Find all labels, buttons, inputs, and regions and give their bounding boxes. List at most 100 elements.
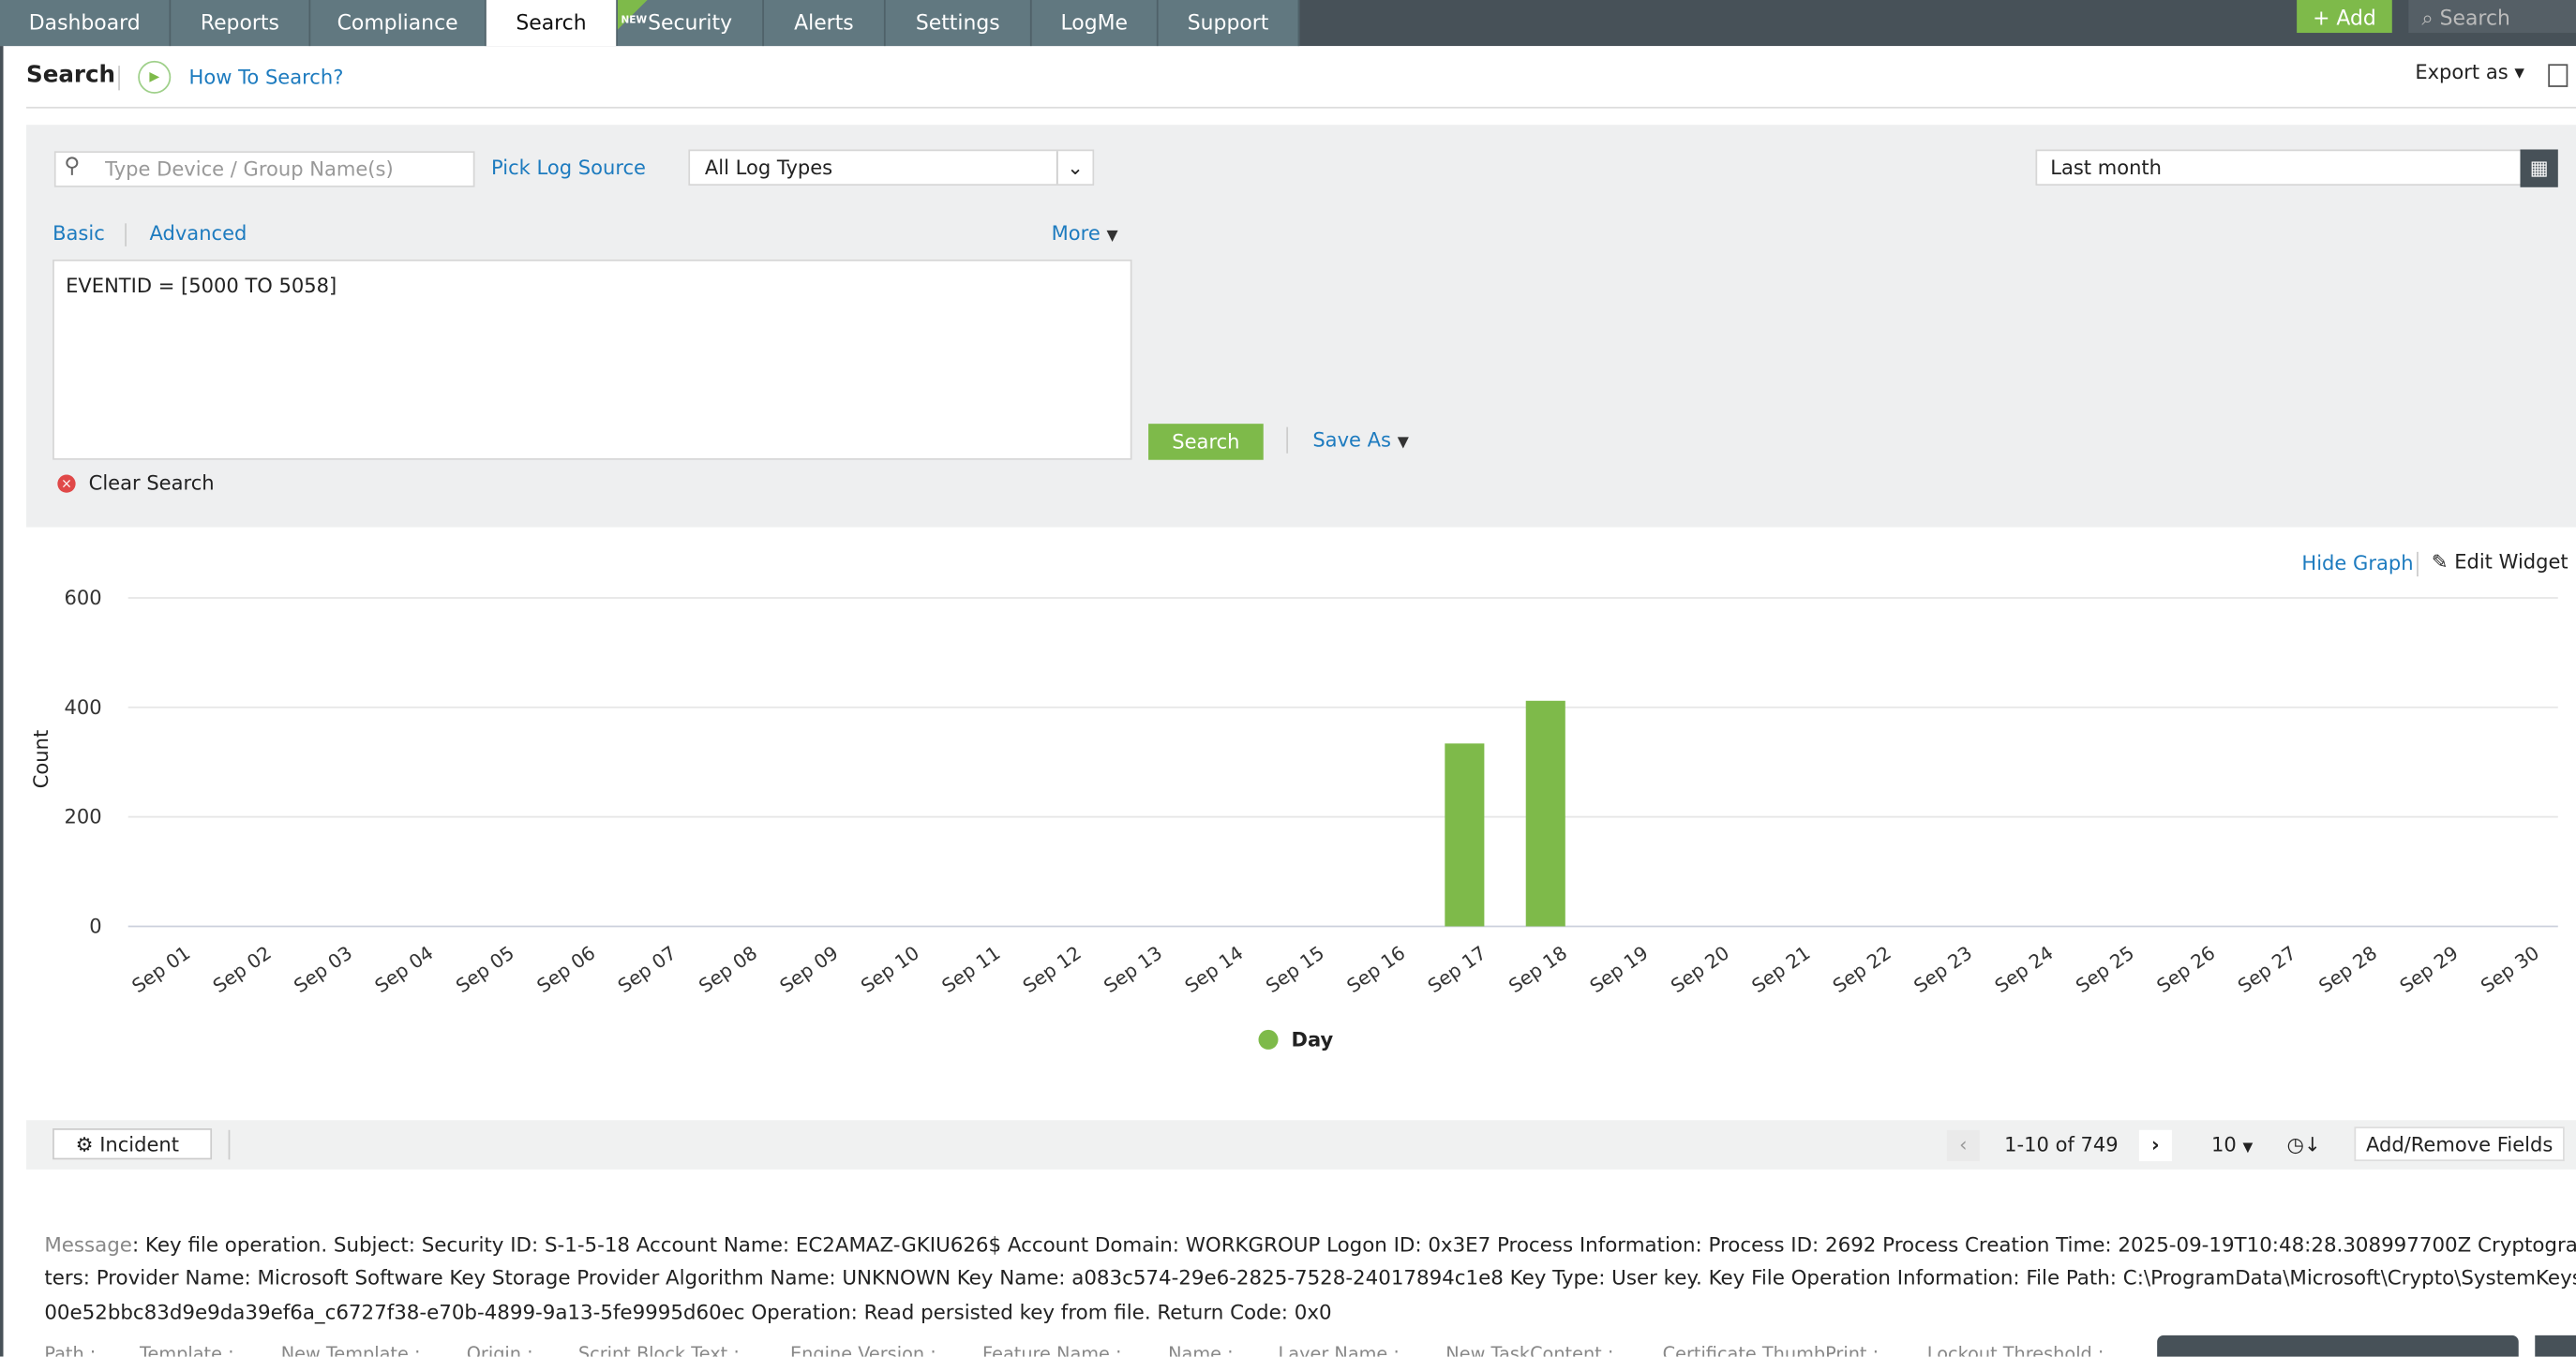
divider [228, 1129, 231, 1160]
save-as-dropdown[interactable]: Save As ▼ [1312, 428, 1409, 452]
export-as-button[interactable]: Export as ▾ [2415, 60, 2524, 84]
event-count-chart: 0 200 400 600 Sep 01 Sep 02 Sep 03 Sep 04 Sep 05… [65, 586, 2558, 997]
new-badge-label: NEW [621, 14, 648, 27]
x-tick-label: Sep 18 [1505, 941, 1571, 997]
tab-label: Compliance [337, 9, 458, 35]
column-header[interactable]: Lockout Threshold : [1926, 1343, 2104, 1357]
x-tick-label: Sep 21 [1747, 941, 1814, 997]
results-toolbar [26, 1120, 2576, 1170]
clear-search-link[interactable]: Clear Search [88, 470, 215, 495]
next-page-button[interactable]: › [2138, 1129, 2172, 1162]
column-header[interactable]: New TaskContent : [1445, 1343, 1614, 1357]
tab-security[interactable]: Security NEW [617, 0, 764, 47]
x-tick-label: Sep 20 [1667, 941, 1733, 997]
sort-time-icon[interactable]: ◷↓ [2286, 1133, 2321, 1156]
edit-widget-label: Edit Widget [2454, 550, 2569, 574]
divider [1286, 426, 1289, 454]
prev-page-button[interactable]: ‹ [1946, 1129, 1980, 1162]
more-label: More [1051, 221, 1101, 246]
y-tick-label: 200 [65, 805, 102, 828]
tab-advanced[interactable]: Advanced [149, 221, 247, 246]
x-tick-label: Sep 10 [857, 941, 923, 997]
column-header[interactable]: New Template : [280, 1343, 421, 1357]
x-tick-label: Sep 12 [1019, 941, 1086, 997]
incident-icon: ⚙ [75, 1133, 94, 1156]
device-placeholder: Type Device / Group Name(s) [105, 157, 394, 181]
y-tick-label: 600 [65, 586, 102, 609]
column-header[interactable]: Certificate ThumbPrint : [1662, 1343, 1880, 1357]
add-label: Add [2336, 5, 2376, 30]
search-button[interactable]: Search [1148, 424, 1264, 460]
add-button[interactable]: + Add [2297, 0, 2392, 34]
message-line: ters: Provider Name: Microsoft Software … [44, 1266, 2576, 1290]
save-as-label: Save As [1312, 428, 1391, 452]
x-tick-label: Sep 05 [452, 941, 518, 997]
x-tick-label: Sep 04 [370, 941, 437, 997]
tab-compliance[interactable]: Compliance [310, 0, 487, 47]
x-tick-label: Sep 25 [2072, 941, 2138, 997]
tab-reports[interactable]: Reports [171, 0, 311, 47]
x-tick-label: Sep 24 [1990, 941, 2057, 997]
tab-alerts[interactable]: Alerts [763, 0, 886, 47]
column-header[interactable]: Script Block Text : [577, 1343, 740, 1357]
incident-workbench-widget[interactable] [2157, 1335, 2519, 1357]
chevron-down-icon: ⌄ [1056, 151, 1093, 185]
query-text: EVENTID = [5000 TO 5058] [66, 274, 337, 298]
tab-search[interactable]: Search [486, 0, 618, 47]
incident-label: Incident [99, 1133, 180, 1156]
tab-support[interactable]: Support [1158, 0, 1300, 47]
schedule-report-icon[interactable] [2548, 64, 2569, 87]
tab-label: Search [516, 9, 587, 35]
header-divider [26, 106, 2576, 109]
log-type-select[interactable]: All Log Types ⌄ [688, 149, 1095, 186]
top-nav: Dashboard Reports Compliance Search Security… [0, 0, 2576, 47]
per-page-select[interactable]: 10 ▼ [2210, 1133, 2254, 1156]
x-tick-label: Sep 30 [2477, 941, 2543, 997]
global-search-placeholder: Search [2439, 5, 2510, 30]
message-text: : Key file operation. Subject: Security … [131, 1233, 2576, 1257]
column-header[interactable]: Template : [139, 1343, 234, 1357]
x-tick-label: Sep 27 [2234, 941, 2300, 997]
widget-toggle[interactable] [2535, 1335, 2576, 1357]
tab-logme[interactable]: LogMe [1031, 0, 1159, 47]
legend-day[interactable]: Day [1291, 1028, 1334, 1051]
tab-label: Settings [915, 9, 1000, 35]
column-header[interactable]: Origin : [466, 1343, 533, 1357]
add-remove-fields-button[interactable]: Add/Remove Fields [2354, 1126, 2565, 1162]
column-header[interactable]: Layer Name : [1278, 1343, 1400, 1357]
x-tick-label: Sep 22 [1829, 941, 1895, 997]
column-header[interactable]: Name : [1168, 1343, 1234, 1357]
x-tick-label: Sep 01 [127, 941, 194, 997]
search-icon: ⌕ [2421, 5, 2434, 30]
column-header[interactable]: Feature Name : [982, 1343, 1122, 1357]
query-textarea[interactable]: EVENTID = [5000 TO 5058] [52, 259, 1132, 460]
date-range-field[interactable]: Last month [2035, 149, 2558, 186]
x-tick-label: Sep 03 [290, 941, 356, 997]
tab-label: LogMe [1060, 9, 1128, 35]
how-to-search-link[interactable]: How To Search? [188, 66, 344, 89]
message-line: 00e52bbc83d9e9da39ef6a_c6727f38-e70b-489… [44, 1301, 1332, 1324]
x-tick-label: Sep 09 [775, 941, 842, 997]
column-header[interactable]: Path : [44, 1343, 97, 1357]
more-dropdown[interactable]: More ▼ [1051, 221, 1118, 246]
x-tick-label: Sep 06 [532, 941, 599, 997]
divider [125, 223, 127, 246]
hide-graph-link[interactable]: Hide Graph [2301, 551, 2414, 575]
clear-icon[interactable]: × [57, 474, 76, 493]
column-header[interactable]: Engine Version : [790, 1343, 936, 1357]
divider [2417, 551, 2419, 577]
edit-widget-button[interactable]: ✎ Edit Widget [2432, 550, 2569, 574]
calendar-icon[interactable]: ▦ [2520, 149, 2558, 187]
pick-log-source-link[interactable]: Pick Log Source [491, 156, 647, 180]
x-tick-label: Sep 15 [1262, 941, 1328, 997]
incident-button[interactable]: ⚙ Incident [52, 1128, 213, 1160]
play-icon[interactable]: ▶ [138, 60, 172, 94]
x-tick-label: Sep 17 [1424, 941, 1490, 997]
x-tick-label: Sep 07 [614, 941, 681, 997]
global-search[interactable]: ⌕ Search [2408, 0, 2576, 34]
edit-widget-icon: ✎ [2431, 550, 2449, 574]
tab-settings[interactable]: Settings [885, 0, 1032, 47]
tab-basic[interactable]: Basic [52, 221, 105, 246]
device-input[interactable]: Type Device / Group Name(s) [53, 151, 475, 187]
tab-dashboard[interactable]: Dashboard [0, 0, 172, 47]
